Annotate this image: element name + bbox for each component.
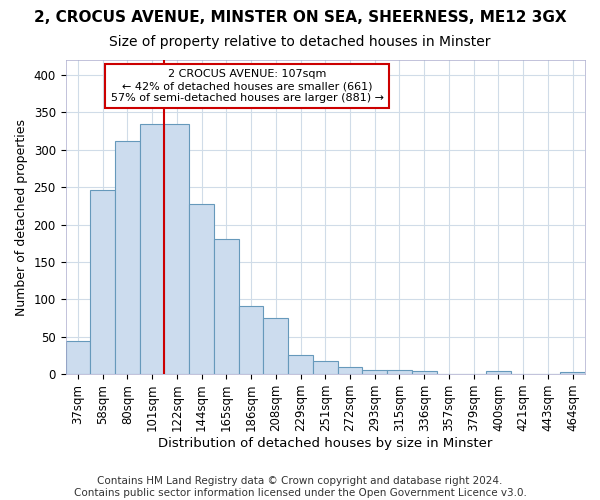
Bar: [362, 370, 387, 374]
Text: 2, CROCUS AVENUE, MINSTER ON SEA, SHEERNESS, ME12 3GX: 2, CROCUS AVENUE, MINSTER ON SEA, SHEERN…: [34, 10, 566, 25]
Text: Contains HM Land Registry data © Crown copyright and database right 2024.
Contai: Contains HM Land Registry data © Crown c…: [74, 476, 526, 498]
Bar: [214, 240, 239, 374]
Bar: [486, 371, 511, 374]
Y-axis label: Number of detached properties: Number of detached properties: [15, 118, 28, 316]
Bar: [239, 306, 263, 374]
Bar: [65, 341, 90, 374]
Bar: [288, 354, 313, 374]
Bar: [560, 372, 585, 374]
Bar: [263, 318, 288, 374]
Bar: [313, 362, 338, 374]
Text: 2 CROCUS AVENUE: 107sqm
← 42% of detached houses are smaller (661)
57% of semi-d: 2 CROCUS AVENUE: 107sqm ← 42% of detache…: [111, 70, 384, 102]
Bar: [90, 190, 115, 374]
Bar: [412, 371, 437, 374]
Bar: [387, 370, 412, 374]
Text: Size of property relative to detached houses in Minster: Size of property relative to detached ho…: [109, 35, 491, 49]
Bar: [140, 124, 164, 374]
X-axis label: Distribution of detached houses by size in Minster: Distribution of detached houses by size …: [158, 437, 493, 450]
Bar: [189, 204, 214, 374]
Bar: [115, 141, 140, 374]
Bar: [164, 124, 189, 374]
Bar: [338, 368, 362, 374]
